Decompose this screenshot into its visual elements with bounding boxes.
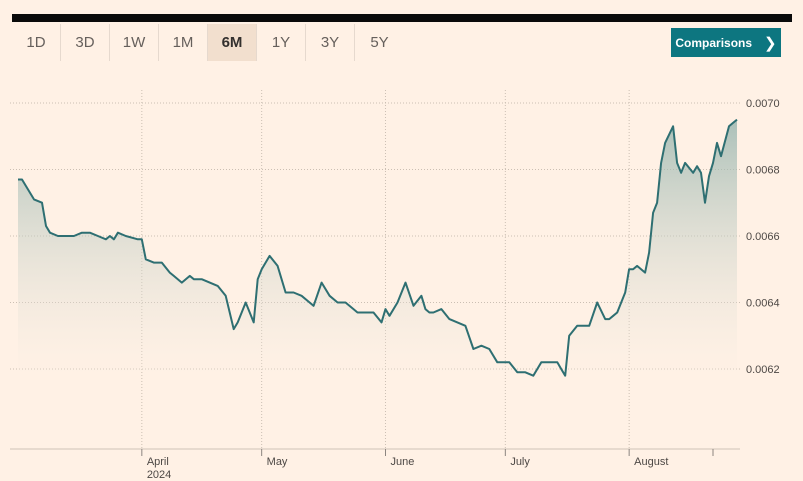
y-axis: 0.0062 0.0064 0.0066 0.0068 0.0070 [746,98,780,376]
x-tick-label: July [510,456,530,468]
range-3d-button[interactable]: 3D [61,24,110,61]
range-6m-button[interactable]: 6M [208,24,257,61]
top-rule [12,14,792,22]
x-tick-label: August [634,456,668,468]
comparisons-label: Comparisons [675,35,753,50]
x-tick-label: April [147,456,169,468]
x-tick-label: June [390,456,414,468]
range-3y-button[interactable]: 3Y [306,24,355,61]
series-line [18,118,738,377]
range-1m-button[interactable]: 1M [159,24,208,61]
x-tick-sublabel: 2024 [147,469,171,481]
y-tick-label: 0.0070 [746,98,780,110]
y-tick-label: 0.0062 [746,364,780,376]
comparisons-button[interactable]: Comparisons ❯ [671,28,781,57]
y-tick-label: 0.0066 [746,231,780,243]
range-selector: 1D 3D 1W 1M 6M 1Y 3Y 5Y [12,24,404,61]
range-1d-button[interactable]: 1D [12,24,61,61]
y-tick-label: 0.0068 [746,165,780,177]
area-fill [18,119,737,376]
range-1w-button[interactable]: 1W [110,24,159,61]
range-1y-button[interactable]: 1Y [257,24,306,61]
x-tick-label: May [267,456,288,468]
chevron-right-icon: ❯ [764,34,777,52]
y-tick-label: 0.0064 [746,298,780,310]
range-5y-button[interactable]: 5Y [370,34,389,51]
